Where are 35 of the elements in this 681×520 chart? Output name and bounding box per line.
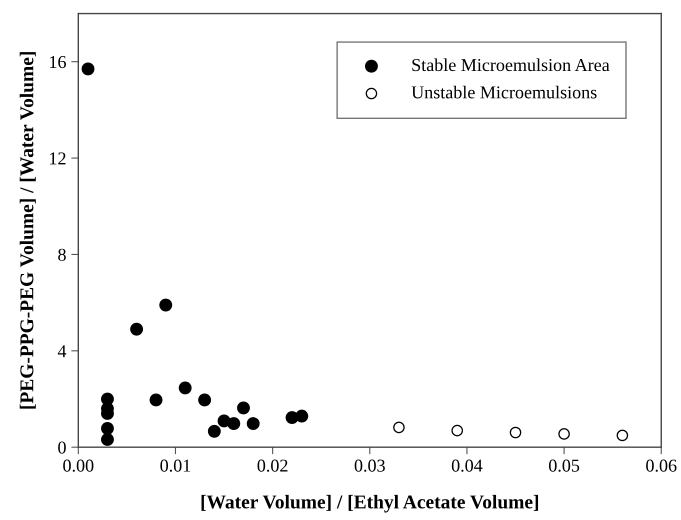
point bbox=[510, 426, 522, 438]
x-tick-label: 0.00 bbox=[63, 460, 94, 472]
point bbox=[208, 424, 221, 438]
x-tick-label: 0.04 bbox=[452, 460, 482, 472]
x-tick-label: 0.05 bbox=[548, 460, 580, 472]
x-tick-label: 0.01 bbox=[160, 460, 190, 472]
y-tick-label: 4 bbox=[58, 345, 66, 358]
point bbox=[246, 417, 260, 430]
y-tick-label: 12 bbox=[50, 152, 66, 164]
point bbox=[159, 298, 172, 312]
point bbox=[101, 422, 114, 435]
point bbox=[150, 394, 162, 406]
legend-label: Unstable Microemulsions bbox=[412, 86, 597, 98]
y-tick-label: 0 bbox=[58, 441, 66, 454]
y-axis-title: [PEG-PPG-PEG Volume] / [Water Volume] bbox=[20, 52, 36, 409]
point bbox=[616, 430, 628, 442]
point bbox=[198, 394, 212, 406]
x-tick-label: 0.06 bbox=[646, 460, 677, 472]
point bbox=[218, 414, 230, 428]
point bbox=[295, 410, 308, 423]
point bbox=[451, 424, 463, 436]
point bbox=[82, 62, 94, 76]
x-axis-title: [Water Volume] / [Ethyl Acetate Volume] bbox=[202, 494, 538, 513]
point bbox=[237, 401, 250, 414]
point bbox=[393, 422, 405, 434]
x-tick-label: 0.02 bbox=[258, 460, 288, 472]
y-tick-label: 16 bbox=[50, 56, 66, 68]
point bbox=[101, 433, 114, 446]
point bbox=[178, 381, 192, 394]
y-tick-label: 8 bbox=[58, 248, 66, 261]
legend-label: Stable Microemulsion Area bbox=[412, 58, 610, 72]
point bbox=[558, 428, 570, 440]
x-tick-label: 0.03 bbox=[354, 460, 385, 472]
point bbox=[130, 322, 144, 336]
point bbox=[227, 417, 240, 430]
